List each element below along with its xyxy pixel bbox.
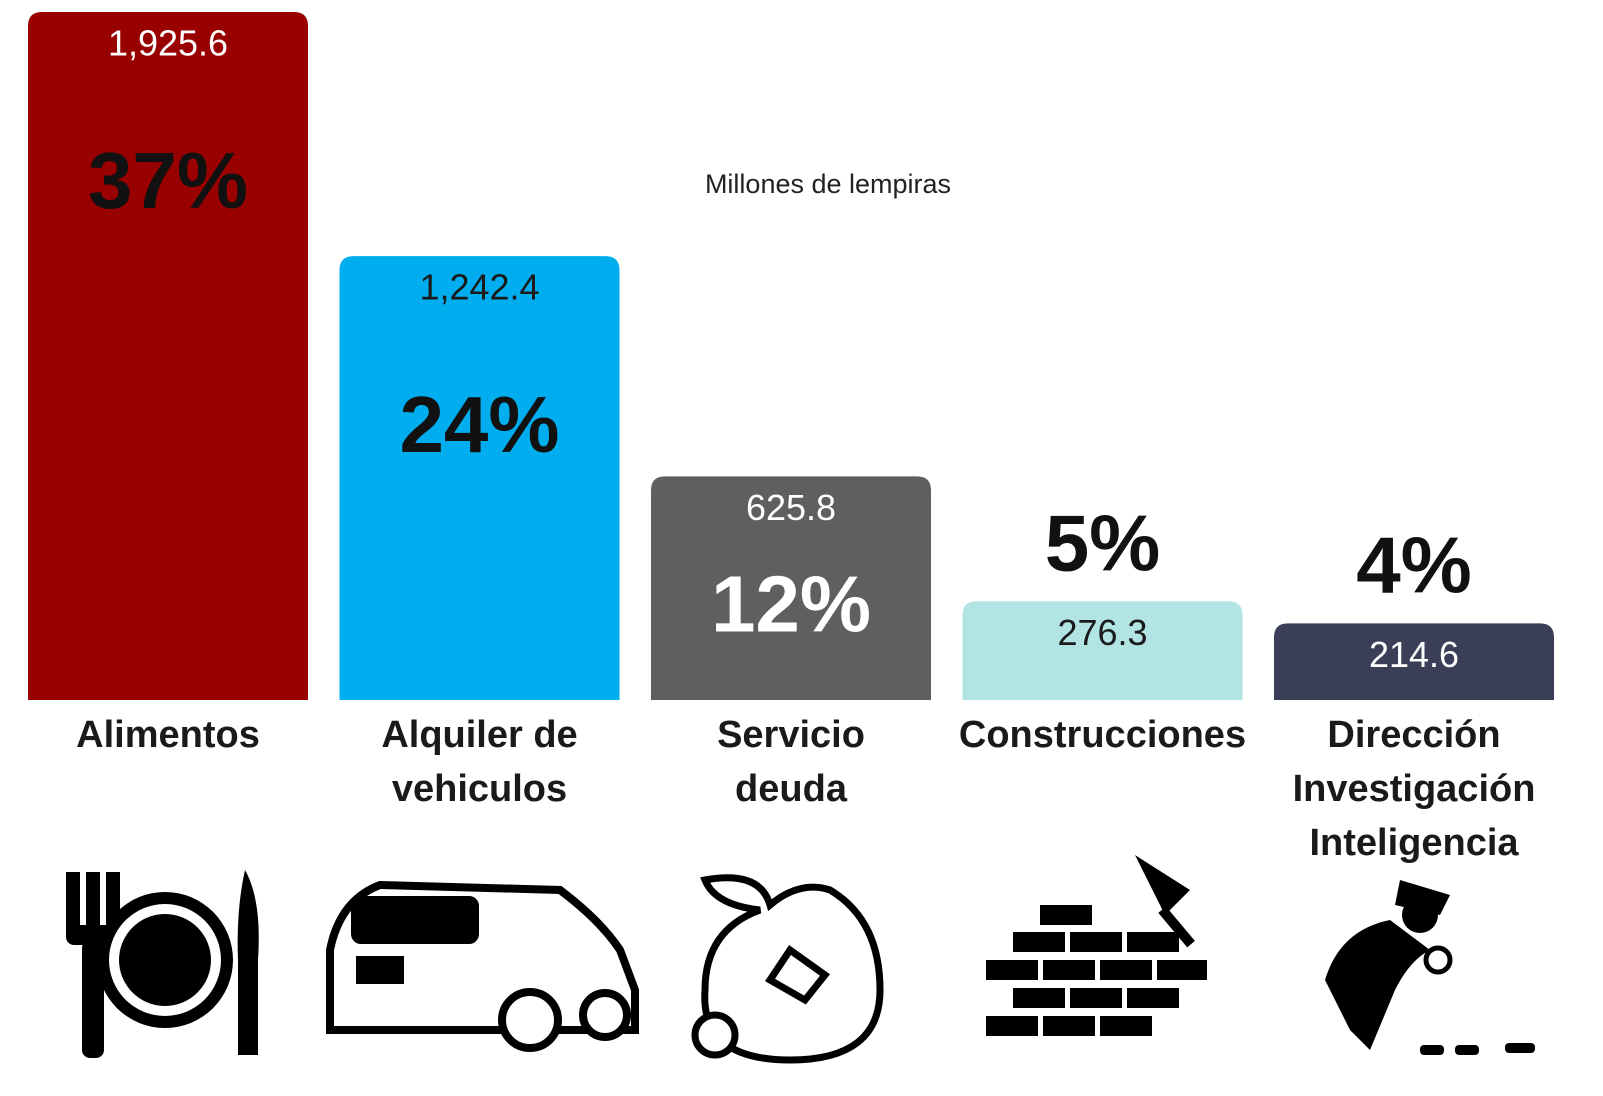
share-label: 12% [711,560,871,649]
category-label: Dirección Investigación Inteligencia [1292,714,1536,864]
category-label: Servicio deuda [717,714,865,810]
icon-debt [691,874,884,1064]
chart-subtitle: Millones de lempiras [705,169,951,199]
value-label: 1,242.4 [419,267,539,308]
category-label: Alquiler de vehiculos [381,714,578,810]
bar [339,256,620,700]
share-label: 37% [88,136,248,225]
value-label: 625.8 [746,487,836,528]
icon-detective [1325,880,1535,1055]
value-label: 214.6 [1369,634,1459,675]
category-label: Construcciones [958,714,1247,756]
icon-food [66,870,259,1058]
share-label: 5% [1045,498,1161,587]
icon-bricks [986,855,1207,1036]
bar [1274,623,1554,700]
bar [28,12,308,700]
value-label: 276.3 [1057,612,1147,653]
icon-car [326,880,639,1052]
bar [962,601,1243,700]
share-label: 4% [1356,520,1472,609]
share-label: 24% [399,380,559,469]
value-label: 1,925.6 [108,23,228,64]
bar [651,476,931,700]
category-label: Alimentos [76,714,260,756]
